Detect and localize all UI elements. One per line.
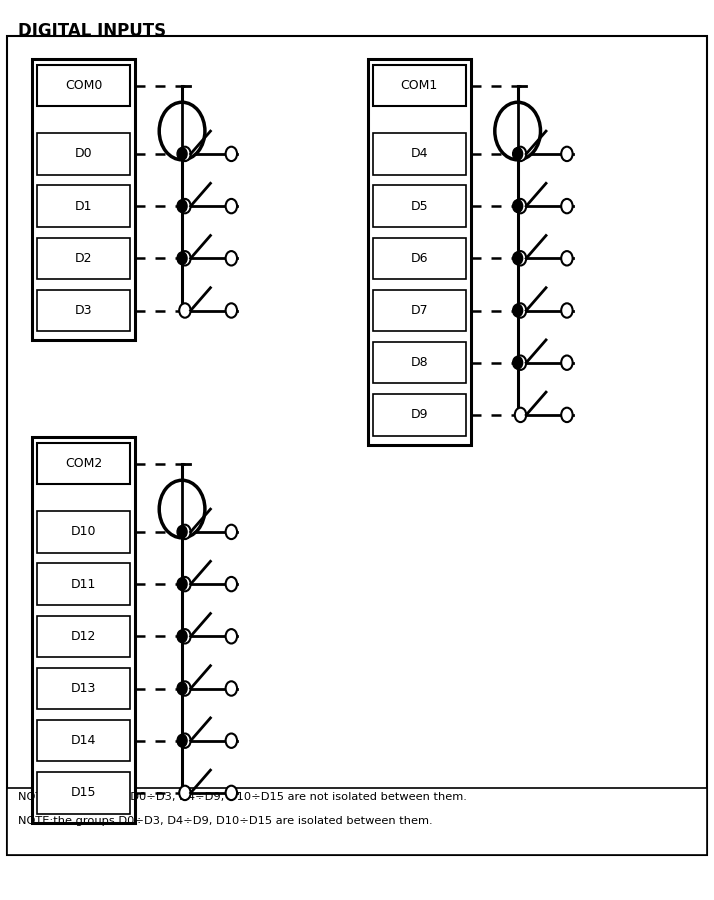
Circle shape [179, 251, 191, 266]
Text: D1: D1 [75, 200, 92, 212]
Text: D10: D10 [71, 526, 96, 538]
Circle shape [561, 199, 573, 213]
Circle shape [513, 252, 523, 265]
Circle shape [179, 734, 191, 748]
Text: D5: D5 [411, 200, 428, 212]
Circle shape [226, 681, 237, 696]
FancyBboxPatch shape [37, 720, 130, 761]
Text: D2: D2 [75, 252, 92, 265]
Text: D9: D9 [411, 409, 428, 421]
FancyBboxPatch shape [368, 58, 471, 445]
FancyBboxPatch shape [373, 394, 466, 436]
Circle shape [179, 525, 191, 539]
Circle shape [177, 734, 187, 747]
Circle shape [561, 147, 573, 161]
Text: D8: D8 [411, 356, 428, 369]
Text: D14: D14 [71, 734, 96, 747]
Circle shape [226, 147, 237, 161]
Text: D3: D3 [75, 304, 92, 317]
Text: NOTE:the channels D0÷D3, D4÷D9, D10÷D15 are not isolated between them.: NOTE:the channels D0÷D3, D4÷D9, D10÷D15 … [18, 792, 467, 802]
Text: DIGITAL INPUTS: DIGITAL INPUTS [18, 22, 166, 40]
FancyBboxPatch shape [373, 133, 466, 175]
FancyBboxPatch shape [37, 185, 130, 227]
FancyBboxPatch shape [37, 563, 130, 605]
FancyBboxPatch shape [37, 772, 130, 814]
FancyBboxPatch shape [37, 616, 130, 657]
FancyBboxPatch shape [7, 788, 707, 855]
Circle shape [226, 577, 237, 591]
FancyBboxPatch shape [37, 668, 130, 709]
Text: COM2: COM2 [65, 457, 102, 470]
Circle shape [226, 525, 237, 539]
FancyBboxPatch shape [373, 342, 466, 383]
Circle shape [513, 304, 523, 317]
Circle shape [513, 148, 523, 160]
Circle shape [226, 629, 237, 643]
Text: COM0: COM0 [65, 79, 102, 92]
Text: NOTE:the groups D0÷D3, D4÷D9, D10÷D15 are isolated between them.: NOTE:the groups D0÷D3, D4÷D9, D10÷D15 ar… [18, 816, 433, 826]
Text: D15: D15 [71, 787, 96, 799]
Circle shape [179, 629, 191, 643]
Text: D7: D7 [411, 304, 428, 317]
Text: D4: D4 [411, 148, 428, 160]
Circle shape [515, 251, 526, 266]
Circle shape [177, 200, 187, 212]
Circle shape [226, 251, 237, 266]
Text: D0: D0 [75, 148, 92, 160]
Circle shape [177, 526, 187, 538]
Circle shape [177, 682, 187, 695]
FancyBboxPatch shape [373, 290, 466, 331]
Circle shape [179, 681, 191, 696]
FancyBboxPatch shape [373, 238, 466, 279]
Circle shape [177, 578, 187, 590]
Text: D6: D6 [411, 252, 428, 265]
Text: D12: D12 [71, 630, 96, 643]
FancyBboxPatch shape [32, 58, 135, 340]
FancyBboxPatch shape [37, 443, 130, 484]
Text: D11: D11 [71, 578, 96, 590]
Circle shape [515, 356, 526, 370]
Circle shape [513, 200, 523, 212]
FancyBboxPatch shape [7, 36, 707, 855]
Circle shape [179, 303, 191, 318]
FancyBboxPatch shape [373, 65, 466, 106]
FancyBboxPatch shape [37, 238, 130, 279]
Circle shape [561, 251, 573, 266]
Circle shape [226, 786, 237, 800]
Text: D13: D13 [71, 682, 96, 695]
FancyBboxPatch shape [373, 185, 466, 227]
Text: COM1: COM1 [401, 79, 438, 92]
Circle shape [561, 303, 573, 318]
Circle shape [226, 734, 237, 748]
Circle shape [226, 199, 237, 213]
Circle shape [179, 199, 191, 213]
Circle shape [159, 103, 205, 160]
Circle shape [515, 303, 526, 318]
Circle shape [177, 252, 187, 265]
Circle shape [179, 786, 191, 800]
FancyBboxPatch shape [37, 133, 130, 175]
Circle shape [159, 481, 205, 538]
Circle shape [561, 408, 573, 422]
Circle shape [515, 199, 526, 213]
Circle shape [561, 356, 573, 370]
Circle shape [179, 147, 191, 161]
FancyBboxPatch shape [37, 511, 130, 553]
Circle shape [226, 303, 237, 318]
Circle shape [177, 148, 187, 160]
Circle shape [177, 630, 187, 643]
Circle shape [179, 577, 191, 591]
Circle shape [515, 408, 526, 422]
FancyBboxPatch shape [37, 290, 130, 331]
Circle shape [513, 356, 523, 369]
FancyBboxPatch shape [37, 65, 130, 106]
FancyBboxPatch shape [32, 436, 135, 823]
Circle shape [515, 147, 526, 161]
Circle shape [495, 103, 540, 160]
